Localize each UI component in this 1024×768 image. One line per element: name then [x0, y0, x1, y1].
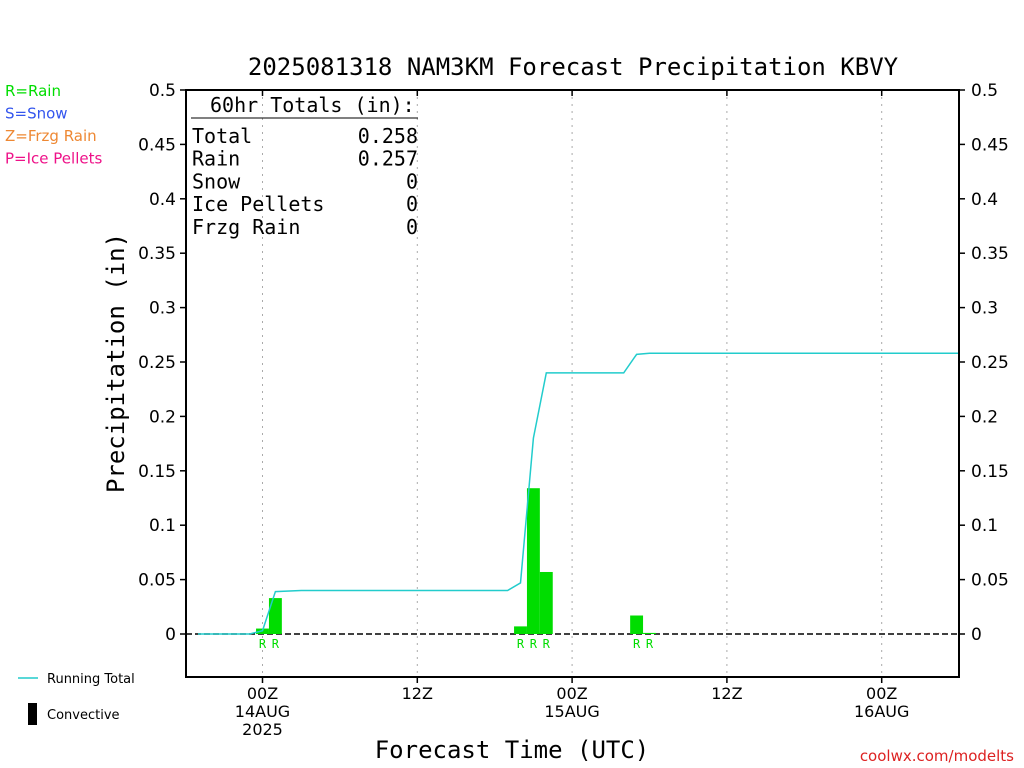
type-legend-item: Z=Frzg Rain [5, 127, 97, 145]
totals-row-label: Rain [192, 147, 240, 171]
y-tick-label: 0.3 [149, 299, 176, 319]
rain-bar [268, 598, 282, 634]
y-tick-label-right: 0.45 [971, 135, 1009, 155]
precip-type-legend: R=Rain S=Snow Z=Frzg Rain P=Ice Pellets [5, 82, 102, 168]
rain-bar [539, 571, 553, 634]
y-tick-label: 0.35 [138, 244, 176, 264]
y-tick-label: 0.5 [149, 81, 176, 101]
type-legend-item: P=Ice Pellets [5, 150, 102, 168]
running-total-line [198, 352, 960, 635]
precip-type-marker: R [530, 637, 538, 651]
precip-type-marker: R [272, 637, 280, 651]
rain-bar [526, 488, 540, 634]
precip-type-marker: R [517, 637, 525, 651]
y-tick-label-right: 0.35 [971, 244, 1009, 264]
y-tick-label: 0.25 [138, 353, 176, 373]
y-tick-label-right: 0.1 [971, 516, 998, 536]
y-axis-label: Precipitation (in) [102, 233, 130, 493]
x-tick-label: 00Z [866, 684, 897, 703]
precip-type-marker: R [646, 637, 654, 651]
y-tick-label-right: 0.15 [971, 462, 1009, 482]
credit-text: coolwx.com/modelts [860, 747, 1014, 765]
y-axis-left: 0 0.05 0.1 0.15 0.2 0.25 0.3 0.35 0.4 0.45 0.5 [138, 81, 186, 645]
y-axis-right: 0 0.05 0.1 0.15 0.2 0.25 0.3 0.35 0.4 0.45 0.5 [959, 81, 1009, 645]
x-tick-label: 14AUG [235, 702, 290, 721]
vertical-grid [262, 90, 883, 677]
y-tick-label-right: 0.3 [971, 299, 998, 319]
series-legend: Running Total Convective [18, 672, 135, 725]
totals-row-label: Frzg Rain [192, 215, 300, 239]
y-tick-label-right: 0.5 [971, 81, 998, 101]
x-tick-label: 16AUG [854, 702, 909, 721]
totals-row-value: 0.258 [358, 124, 418, 148]
y-tick-label-right: 0.4 [971, 190, 998, 210]
totals-row-label: Total [192, 124, 252, 148]
y-tick-label-right: 0.05 [971, 571, 1009, 591]
totals-row-value: 0 [406, 169, 418, 193]
x-tick-label: 12Z [711, 684, 742, 703]
precip-type-marker: R [633, 637, 641, 651]
rain-bar [514, 626, 527, 634]
x-tick-label: 15AUG [544, 702, 599, 721]
y-tick-label: 0.45 [138, 135, 176, 155]
totals-heading: 60hr Totals (in): [210, 93, 415, 117]
totals-row-value: 0 [406, 192, 418, 216]
rain-bar [643, 632, 656, 634]
x-axis-label: Forecast Time (UTC) [375, 736, 650, 764]
precip-type-marker: R [259, 637, 267, 651]
y-tick-label: 0.15 [138, 462, 176, 482]
x-tick-label: 00Z [247, 684, 278, 703]
y-tick-label: 0.05 [138, 571, 176, 591]
type-legend-item: S=Snow [5, 105, 68, 123]
precip-type-marker: R [543, 637, 551, 651]
y-tick-label: 0.4 [149, 190, 176, 210]
totals-row-value: 0 [406, 215, 418, 239]
totals-row-label: Ice Pellets [192, 192, 324, 216]
x-tick-label: 2025 [242, 720, 283, 739]
totals-box: 60hr Totals (in): Total 0.258 Rain 0.257 Snow… [191, 93, 418, 239]
y-tick-label: 0.2 [149, 407, 176, 427]
chart-title: 2025081318 NAM3KM Forecast Precipitation… [248, 53, 899, 81]
totals-row-label: Snow [192, 169, 241, 193]
legend-bar-swatch [28, 703, 37, 725]
type-legend-item: R=Rain [5, 82, 61, 100]
y-tick-label: 0 [165, 625, 176, 645]
y-tick-label-right: 0.2 [971, 407, 998, 427]
rain-bars [256, 488, 656, 634]
x-tick-label: 12Z [402, 684, 433, 703]
totals-row-value: 0.257 [358, 147, 418, 171]
legend-label: Running Total [47, 672, 135, 687]
legend-label: Convective [47, 708, 120, 723]
y-tick-label: 0.1 [149, 516, 176, 536]
rain-bar [630, 615, 644, 634]
y-tick-label-right: 0.25 [971, 353, 1009, 373]
x-tick-label: 00Z [556, 684, 587, 703]
y-tick-label-right: 0 [971, 625, 982, 645]
